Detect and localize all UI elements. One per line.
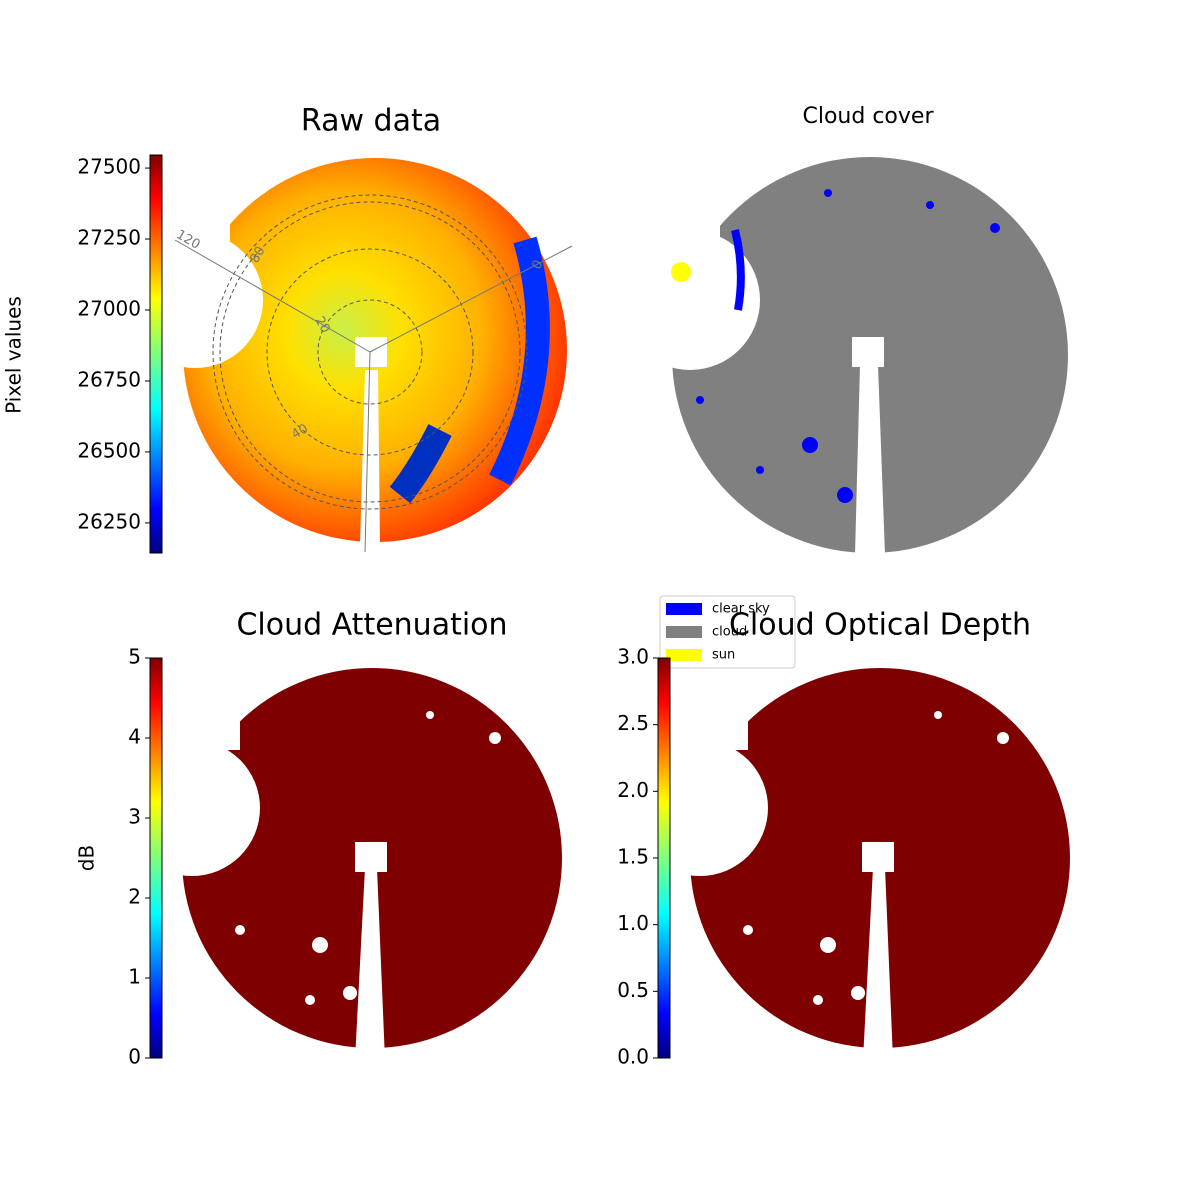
colorbar — [657, 657, 671, 1059]
panel-title: Raw data — [301, 104, 441, 139]
attenuation-image — [124, 660, 562, 1060]
legend-label: clear sky — [712, 602, 770, 617]
legend-label: sun — [712, 648, 735, 663]
polar-label: 20 — [311, 314, 332, 336]
tick-label: 3.0 — [617, 645, 649, 669]
legend-label: cloud — [712, 625, 747, 640]
tick-label: 26750 — [77, 367, 141, 391]
polar-label: 80 — [247, 244, 268, 266]
polar-label: 40 — [289, 421, 311, 442]
tick-label: 26250 — [77, 509, 141, 533]
tick-label: 3 — [128, 805, 141, 829]
tick-label: 1 — [128, 965, 141, 989]
tick-label: 0.0 — [617, 1045, 649, 1069]
tick-label: 2 — [128, 885, 141, 909]
tick-label: 27250 — [77, 226, 141, 250]
panel-title: Cloud Optical Depth — [729, 608, 1031, 643]
legend-swatch — [666, 603, 702, 615]
panel-title: Cloud Attenuation — [236, 608, 507, 643]
tick-label: 0.5 — [617, 978, 649, 1002]
tick-label: 1.5 — [617, 845, 649, 869]
tick-label: 1.0 — [617, 911, 649, 935]
tick-label: 4 — [128, 725, 141, 749]
tick-label: 2.5 — [617, 711, 649, 735]
colorbar-label: dB — [75, 845, 99, 871]
tick-label: 5 — [128, 645, 141, 669]
legend-swatch — [666, 626, 702, 638]
panel-title: Cloud cover — [803, 104, 935, 129]
tick-label: 26500 — [77, 438, 141, 462]
colorbar — [149, 657, 163, 1059]
optical-depth-image — [632, 660, 1070, 1060]
tick-label: 0 — [128, 1045, 141, 1069]
tick-label: 2.0 — [617, 778, 649, 802]
colorbar — [149, 154, 163, 554]
cloud-cover-image — [620, 150, 1068, 555]
legend-swatch — [666, 649, 702, 661]
colorbar-label: Pixel values — [2, 296, 26, 414]
raw-image — [127, 158, 573, 553]
tick-label: 27500 — [77, 155, 141, 179]
tick-label: 27000 — [77, 296, 141, 320]
